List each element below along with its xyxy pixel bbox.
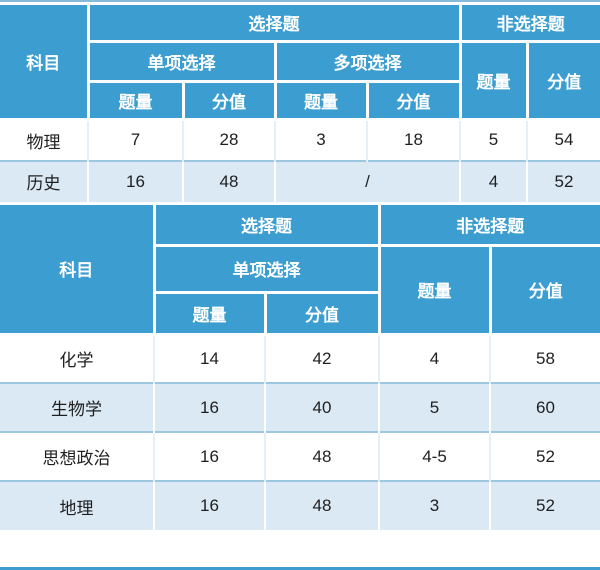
single-count-cell: 16 bbox=[87, 159, 184, 202]
t1-header-single-choice: 单项选择 bbox=[88, 40, 277, 83]
subject-cell: 历史 bbox=[0, 159, 89, 202]
t1-header-non-count: 题量 bbox=[458, 40, 529, 121]
t1-header-subject: 科目 bbox=[0, 2, 90, 121]
t2-header-single-choice: 单项选择 bbox=[154, 243, 381, 294]
subject-cell: 物理 bbox=[0, 119, 89, 161]
t1-header-choice: 选择题 bbox=[86, 2, 462, 43]
single-count-cell: 16 bbox=[153, 480, 266, 530]
non-score-cell: 54 bbox=[526, 119, 600, 161]
non-score-cell: 58 bbox=[489, 334, 600, 383]
table-row-geography: 地理 16 48 3 52 bbox=[0, 480, 600, 530]
non-count-cell: 5 bbox=[459, 119, 528, 161]
single-score-cell: 48 bbox=[182, 159, 276, 202]
top-edge-line bbox=[0, 0, 600, 2]
single-count-cell: 14 bbox=[153, 334, 266, 383]
subject-cell: 化学 bbox=[0, 334, 155, 383]
table-row-history: 历史 16 48 / 4 52 bbox=[0, 159, 600, 202]
physics-history-table: 科目 选择题 非选择题 单项选择 多项选择 题量 分值 题量 分值 题量 分值 … bbox=[0, 2, 600, 202]
non-score-cell: 52 bbox=[526, 159, 600, 202]
t2-header-non-score: 分值 bbox=[488, 243, 600, 336]
t1-header-single-score: 分值 bbox=[181, 80, 277, 121]
subject-cell: 地理 bbox=[0, 480, 155, 530]
t2-header-choice: 选择题 bbox=[152, 201, 381, 247]
subject-cell: 生物学 bbox=[0, 382, 155, 432]
t2-header-non-count: 题量 bbox=[377, 243, 492, 336]
non-score-cell: 52 bbox=[489, 431, 600, 481]
t1-header-multi-score: 分值 bbox=[365, 80, 460, 121]
subject-cell: 思想政治 bbox=[0, 431, 155, 481]
single-count-cell: 16 bbox=[153, 431, 266, 481]
single-count-cell: 7 bbox=[87, 119, 184, 161]
single-score-cell: 28 bbox=[182, 119, 276, 161]
single-score-cell: 48 bbox=[264, 480, 380, 530]
table-row-biology: 生物学 16 40 5 60 bbox=[0, 382, 600, 432]
non-score-cell: 60 bbox=[489, 382, 600, 432]
chem-bio-politics-geo-table: 科目 选择题 非选择题 单项选择 题量 分值 题量 分值 化学 14 42 4 … bbox=[0, 201, 600, 530]
t2-header-subject: 科目 bbox=[0, 201, 156, 336]
single-score-cell: 48 bbox=[264, 431, 380, 481]
t1-header-single-count: 题量 bbox=[88, 80, 185, 121]
non-count-cell: 4 bbox=[378, 334, 491, 383]
t1-header-non-score: 分值 bbox=[525, 40, 600, 121]
t2-header-single-score: 分值 bbox=[263, 290, 379, 336]
multi-count-cell: 3 bbox=[274, 119, 368, 161]
table-row-politics: 思想政治 16 48 4-5 52 bbox=[0, 431, 600, 481]
table-row-chemistry: 化学 14 42 4 58 bbox=[0, 334, 600, 383]
table-row-physics: 物理 7 28 3 18 5 54 bbox=[0, 119, 600, 161]
non-count-cell: 3 bbox=[378, 480, 491, 530]
t2-header-single-count: 题量 bbox=[154, 290, 267, 336]
t1-header-multi-choice: 多项选择 bbox=[273, 40, 462, 83]
multi-score-cell: 18 bbox=[366, 119, 461, 161]
non-count-cell: 4-5 bbox=[378, 431, 491, 481]
t1-header-multi-count: 题量 bbox=[273, 80, 369, 121]
non-count-cell: 5 bbox=[378, 382, 491, 432]
non-score-cell: 52 bbox=[489, 480, 600, 530]
single-count-cell: 16 bbox=[153, 382, 266, 432]
t1-header-non-choice: 非选择题 bbox=[458, 2, 600, 43]
non-count-cell: 4 bbox=[459, 159, 528, 202]
bottom-edge-line bbox=[0, 567, 600, 570]
multi-merged-cell: / bbox=[274, 159, 461, 202]
single-score-cell: 40 bbox=[264, 382, 380, 432]
t2-header-non-choice: 非选择题 bbox=[377, 201, 600, 247]
single-score-cell: 42 bbox=[264, 334, 380, 383]
